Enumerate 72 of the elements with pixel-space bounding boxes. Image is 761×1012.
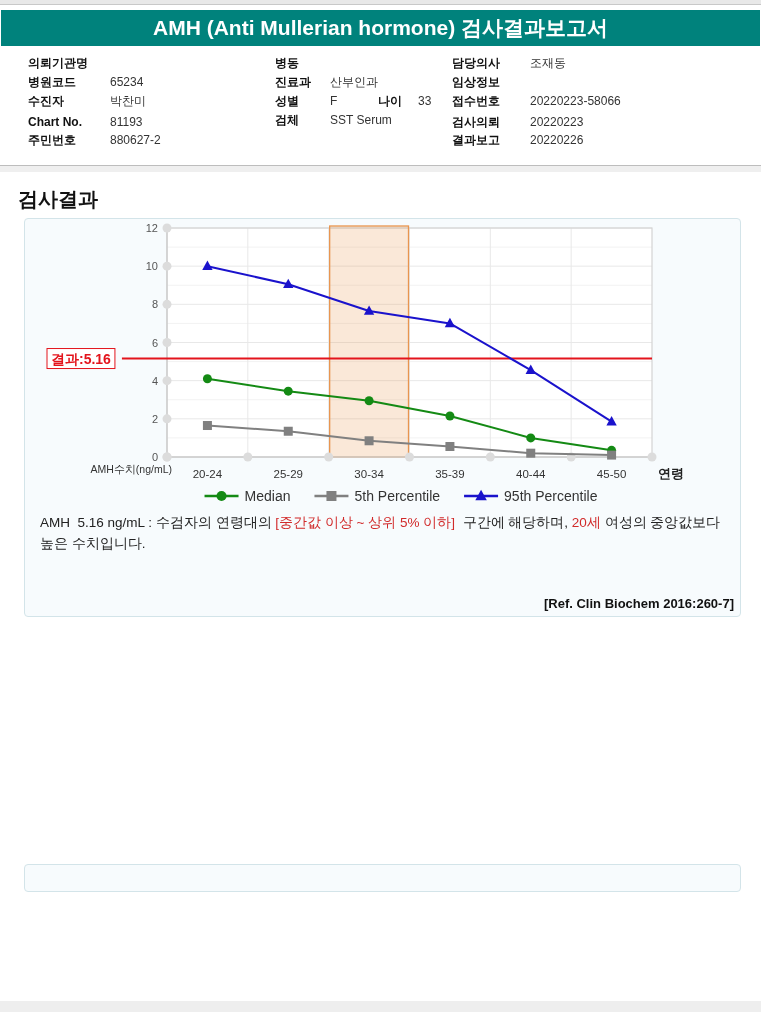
text: 구간에 해당하며, — [461, 514, 569, 532]
point — [606, 416, 617, 426]
x-tick-label: 25-29 — [273, 468, 303, 480]
text: 검사의뢰 — [452, 114, 500, 130]
y-tick-label: 4 — [151, 374, 158, 387]
y-tick-label: 12 — [145, 222, 158, 234]
text: [중간값 이상 ~ 상위 5% 이하] — [275, 514, 455, 532]
text: 주민번호 — [28, 132, 76, 148]
text: F — [330, 93, 338, 109]
point — [363, 305, 375, 315]
text: Chart No. — [28, 114, 82, 130]
text: 임상정보 — [452, 74, 500, 90]
point — [364, 396, 374, 406]
text: 높은 수치입니다. — [40, 535, 146, 553]
point — [202, 260, 213, 270]
ref-line-label: 결과:5.16 — [51, 350, 112, 367]
text: [Ref. Clin Biochem 2016:260-7] — [543, 596, 734, 611]
text: 산부인과 — [330, 74, 378, 90]
y-axis-title: AMH수치(ng/mL) — [90, 463, 172, 475]
text: 조재동 — [530, 55, 566, 71]
text: 의뢰기관명 — [28, 55, 88, 71]
text: 박찬미 — [110, 93, 146, 109]
text: 접수번호 — [452, 93, 500, 109]
chart-title: AMH (Anti Mullerian hormone) 검사결과보고서 — [1, 10, 760, 46]
x-tick-label: 30-34 — [354, 468, 385, 480]
text: 20220223-58066 — [530, 93, 621, 109]
y-tick-label: 6 — [151, 336, 158, 349]
text: 20220226 — [530, 132, 584, 148]
text: 성별 — [275, 93, 299, 109]
y-tick-label: 2 — [151, 412, 158, 425]
point — [526, 448, 536, 458]
legend-label: Median — [244, 488, 291, 504]
text: 81193 — [110, 114, 143, 130]
point — [283, 386, 293, 396]
point — [283, 278, 294, 289]
text: 20세 — [571, 514, 601, 532]
text: 병원코드 — [28, 74, 76, 90]
text: 검체 — [275, 112, 299, 128]
x-tick-label: 35-39 — [435, 468, 465, 480]
y-tick-label: 8 — [151, 298, 158, 311]
point — [202, 421, 212, 431]
y-tick-label: 10 — [145, 260, 158, 273]
text: AMH 5.16 ng/mL : 수검자의 연령대의 — [40, 514, 272, 532]
point — [445, 411, 455, 421]
text: 병동 — [275, 55, 299, 71]
text: 수진자 — [28, 93, 64, 109]
x-tick-label: 40-44 — [516, 468, 547, 480]
text: 여성의 중앙값보다 — [604, 514, 721, 532]
text: 나이 — [378, 93, 402, 109]
text: 65234 — [110, 74, 144, 90]
x-tick-label: 20-24 — [192, 468, 223, 480]
x-tick-label: 45-50 — [596, 468, 627, 480]
point — [526, 433, 536, 443]
y-tick-label: 0 — [151, 451, 158, 463]
text: 33 — [418, 93, 432, 109]
point — [444, 317, 456, 328]
text: 담당의사 — [452, 55, 500, 71]
legend-label: 95th Percentile — [504, 488, 598, 504]
text: 20220223 — [530, 114, 584, 130]
legend-label: 5th Percentile — [354, 488, 441, 504]
x-axis-title: 연령 — [658, 467, 684, 481]
text: 결과보고 — [452, 132, 500, 148]
point — [364, 436, 374, 446]
text: SST Serum — [330, 112, 392, 128]
point — [607, 450, 617, 460]
text: 880627-2 — [110, 132, 161, 148]
text: 진료과 — [275, 74, 311, 90]
point — [445, 442, 455, 451]
point — [202, 374, 212, 384]
point — [525, 364, 536, 374]
chart-subtitle: 검사결과 — [18, 187, 98, 212]
point — [283, 426, 293, 436]
